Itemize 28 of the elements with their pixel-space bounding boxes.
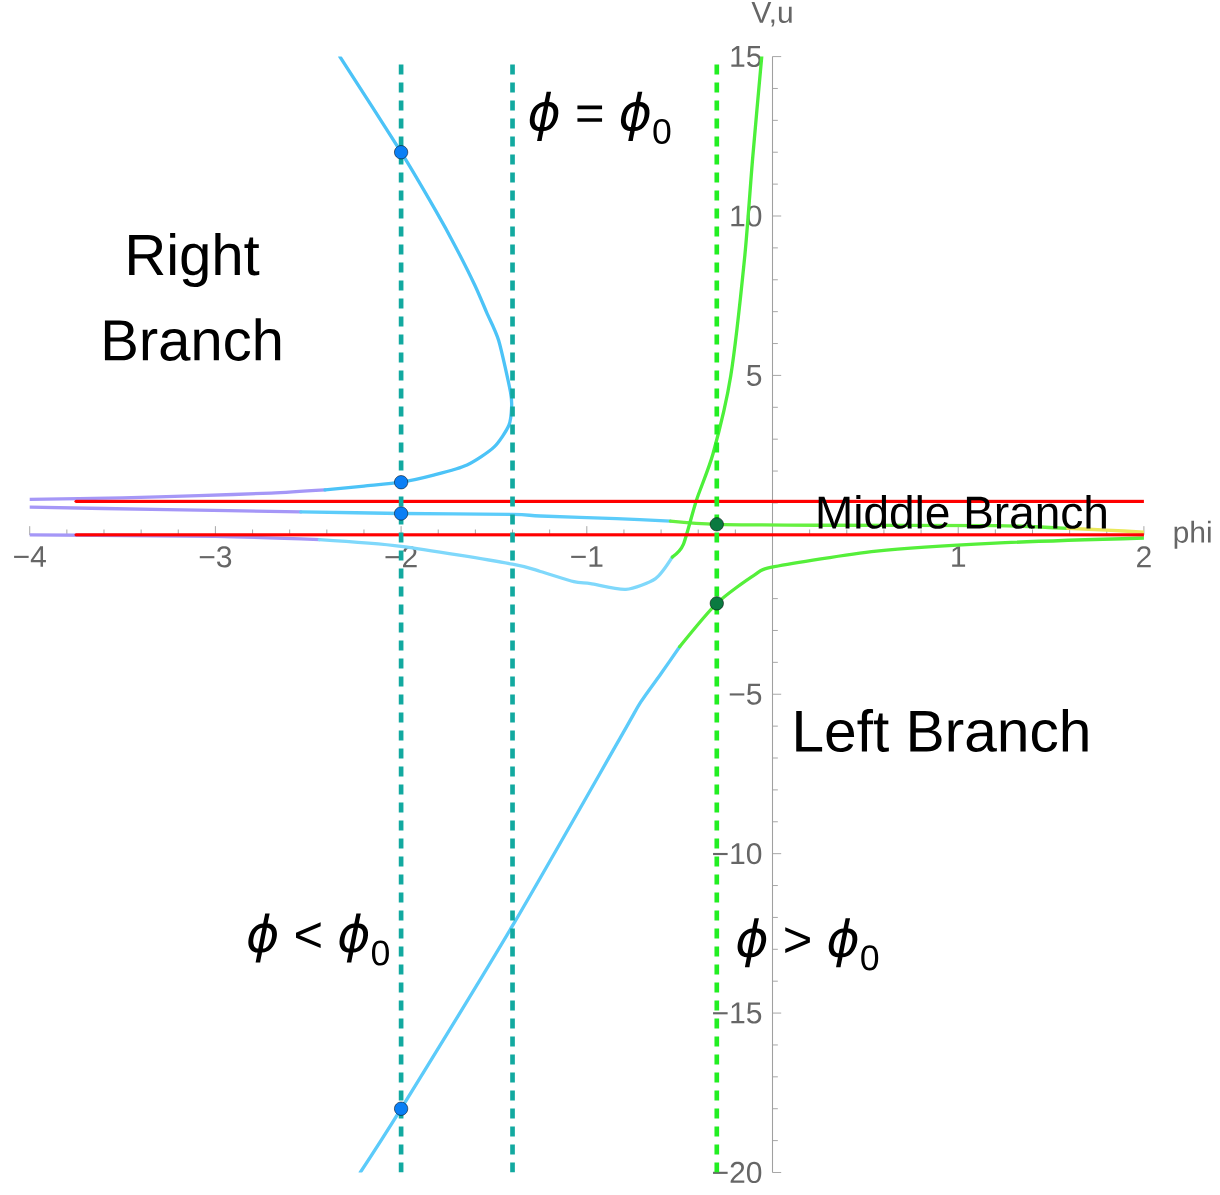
y-tick-label: −5	[729, 683, 762, 705]
point	[709, 517, 724, 532]
line-series	[317, 537, 674, 592]
x-tick-label: 2	[1137, 546, 1151, 568]
y-tick-label: −10	[713, 843, 762, 865]
line-series	[29, 488, 327, 502]
y-tick-label: 5	[746, 364, 762, 386]
point	[394, 506, 409, 521]
x-tick-label: −3	[199, 546, 232, 568]
x-axis-title: phi	[1174, 520, 1211, 549]
y-tick-label: −15	[713, 1002, 762, 1024]
y-axis-title: V,u	[751, 2, 792, 27]
y-tick-label: 15	[731, 46, 762, 68]
x-tick-label: 1	[952, 546, 966, 567]
point	[394, 145, 409, 160]
annotation: Right Branch	[104, 232, 281, 361]
x-tick-label: −1	[571, 546, 603, 567]
y-tick-label: −20	[713, 1161, 762, 1184]
annotation: Middle Branch	[818, 495, 1106, 529]
annotation: ϕ < ϕ$_{0}$	[248, 913, 389, 966]
annotation: ϕ > ϕ$_{0}$	[737, 918, 879, 971]
point	[394, 1101, 409, 1116]
point	[394, 475, 409, 490]
line-series	[323, 56, 514, 492]
annotation: Left Branch	[796, 708, 1088, 753]
point	[709, 596, 724, 611]
x-tick-label: −4	[14, 546, 46, 567]
annotation: ϕ = ϕ$_{0}$	[529, 91, 671, 145]
